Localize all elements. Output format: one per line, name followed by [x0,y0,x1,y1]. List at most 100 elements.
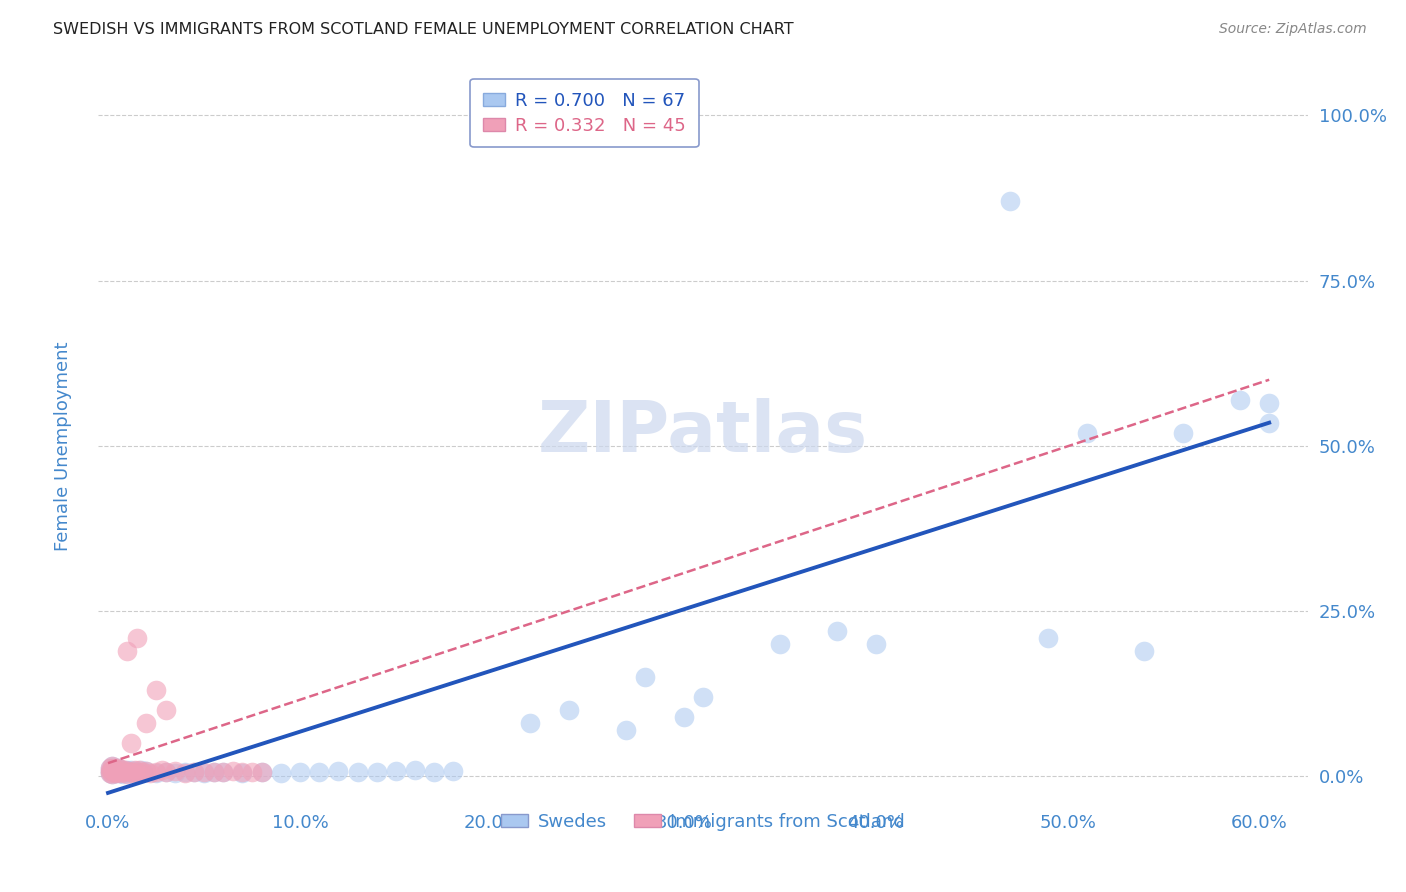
Point [98,764,121,778]
Point [165,764,187,778]
Text: ZIPatlas: ZIPatlas [538,398,868,467]
Point [131,765,153,780]
Point [115,644,138,658]
Point [98,764,121,778]
Point [614,723,637,737]
Point [769,637,792,651]
Point [865,637,887,651]
Point [98,761,121,775]
Point [112,766,135,780]
Point [998,194,1021,209]
Point [114,765,136,780]
Point [107,761,129,775]
Point [114,763,136,777]
Point [110,762,132,776]
Point [131,765,153,780]
Point [1229,392,1251,407]
Point [202,765,225,780]
Point [108,766,131,780]
Point [212,764,235,779]
Point [1133,644,1156,658]
Point [1038,631,1060,645]
Point [120,736,142,750]
Point [139,766,162,780]
Point [231,765,253,780]
Point [250,764,273,779]
Point [115,763,138,777]
Point [107,761,129,775]
Point [557,703,579,717]
Point [104,766,127,780]
Point [183,764,205,779]
Point [634,670,657,684]
Point [222,764,245,778]
Point [128,764,150,779]
Point [145,766,167,780]
Point [104,764,127,778]
Point [122,765,145,780]
Point [115,766,138,780]
Point [107,764,129,779]
Point [270,766,292,780]
Point [103,761,125,775]
Point [122,766,145,780]
Point [125,764,148,779]
Point [104,766,127,780]
Point [519,716,541,731]
Point [155,703,177,717]
Point [423,764,446,779]
Point [112,765,135,780]
Point [1171,425,1194,440]
Point [155,765,177,780]
Point [193,765,215,780]
Point [107,764,129,779]
Point [308,765,330,780]
Point [124,763,146,777]
Point [150,764,173,778]
Point [98,766,121,780]
Point [108,766,131,780]
Point [101,763,124,777]
Point [101,766,124,780]
Point [128,764,150,778]
Point [193,766,215,780]
Point [165,766,187,780]
Point [202,765,225,780]
Point [145,683,167,698]
Point [101,766,124,780]
Text: Female Unemployment: Female Unemployment [55,342,72,550]
Point [129,764,152,778]
Point [98,766,121,780]
Point [155,765,177,780]
Point [1258,396,1281,410]
Point [173,764,195,779]
Point [112,764,135,778]
Point [346,765,368,780]
Point [98,761,121,775]
Point [125,766,148,780]
Point [1076,425,1098,440]
Point [145,764,167,779]
Text: SWEDISH VS IMMIGRANTS FROM SCOTLAND FEMALE UNEMPLOYMENT CORRELATION CHART: SWEDISH VS IMMIGRANTS FROM SCOTLAND FEMA… [53,22,794,37]
Point [101,759,124,773]
Point [135,764,157,778]
Point [101,759,124,773]
Point [672,710,695,724]
Point [183,765,205,780]
Legend: Swedes, Immigrants from Scotland: Swedes, Immigrants from Scotland [494,805,912,838]
Point [827,624,849,638]
Point [120,764,142,778]
Point [173,766,195,780]
Point [135,764,157,778]
Point [250,765,273,780]
Point [104,764,127,778]
Point [118,764,141,779]
Point [115,766,138,780]
Text: Source: ZipAtlas.com: Source: ZipAtlas.com [1219,22,1367,37]
Point [366,764,388,779]
Point [101,763,124,777]
Point [231,766,253,780]
Point [135,716,157,731]
Point [443,764,465,778]
Point [692,690,714,704]
